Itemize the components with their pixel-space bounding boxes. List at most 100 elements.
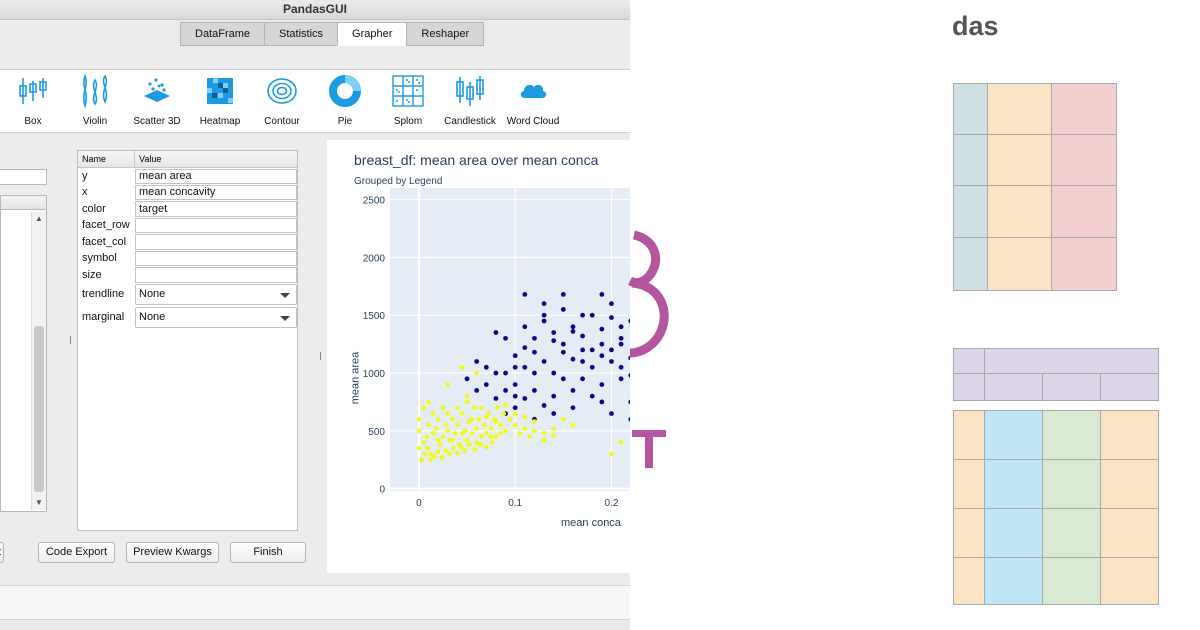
scatter-point-series-1[interactable] [503,428,508,434]
scroll-up-icon[interactable]: ▲ [35,214,43,223]
scatter-point-series-1[interactable] [493,419,499,425]
scatter-point-series-1[interactable] [443,448,449,453]
scatter-point-series-1[interactable] [464,393,470,399]
kwarg-value-field[interactable] [135,234,297,250]
scatter-point-series-1[interactable] [435,449,441,455]
scatter-point-series-0[interactable] [609,301,614,307]
scatter-point-series-1[interactable] [472,446,478,452]
scatter-point-series-0[interactable] [570,324,576,330]
scatter-point-series-0[interactable] [570,405,576,411]
scatter-point-series-1[interactable] [447,451,453,457]
scatter-point-series-1[interactable] [416,445,422,451]
scatter-chart[interactable]: 0 0.1 0.2 0 500 1000 1500 2000 2500 [327,140,630,573]
scatter-point-series-0[interactable] [628,417,630,422]
scatter-point-series-0[interactable] [589,393,595,399]
scatter-point-series-0[interactable] [609,359,614,364]
column-list-scrollbar[interactable]: ▲ ▼ [31,212,46,510]
tab-grapher[interactable]: Grapher [337,22,408,46]
scatter-point-series-0[interactable] [541,359,547,364]
scatter-point-series-1[interactable] [433,426,439,431]
scatter-point-series-1[interactable] [421,440,427,445]
kwarg-value-field[interactable] [135,267,297,283]
scatter-point-series-1[interactable] [498,430,504,436]
scatter-point-series-0[interactable] [580,312,585,318]
scatter-point-series-0[interactable] [541,301,547,307]
scatter-point-series-1[interactable] [419,457,425,463]
preview-kwargs-button[interactable]: Preview Kwargs [126,542,219,563]
scatter-point-series-1[interactable] [443,422,449,428]
plot-type-violin-button[interactable]: Violin [62,74,128,127]
scatter-point-series-1[interactable] [459,364,465,370]
scatter-point-series-0[interactable] [541,312,547,318]
scatter-point-series-0[interactable] [599,353,605,359]
scatter-point-series-0[interactable] [618,335,624,341]
scatter-point-series-1[interactable] [479,434,484,440]
scatter-point-series-0[interactable] [628,373,630,378]
scatter-point-series-0[interactable] [618,324,624,330]
scatter-point-series-0[interactable] [560,307,566,312]
scatter-point-series-1[interactable] [507,416,513,422]
scatter-point-series-0[interactable] [512,382,518,388]
scatter-point-series-0[interactable] [512,393,518,399]
scrollbar-thumb[interactable] [34,326,44,492]
scatter-point-series-0[interactable] [551,393,557,399]
scatter-point-series-1[interactable] [570,422,576,428]
plot-type-word-cloud-button[interactable]: Word Cloud [500,74,566,127]
scatter-point-series-1[interactable] [459,411,465,416]
kwarg-value-field[interactable] [135,251,297,266]
scatter-point-series-1[interactable] [426,422,431,428]
scatter-point-series-0[interactable] [503,387,508,393]
scatter-point-series-1[interactable] [476,416,481,422]
scatter-point-series-0[interactable] [541,403,547,408]
scatter-point-series-0[interactable] [589,312,595,318]
scatter-point-series-1[interactable] [609,451,614,457]
scatter-point-series-1[interactable] [466,442,472,448]
scatter-point-series-1[interactable] [416,428,422,434]
scatter-point-series-1[interactable] [481,422,487,428]
scatter-point-series-1[interactable] [532,419,537,425]
scatter-point-series-0[interactable] [609,347,614,353]
scatter-point-series-1[interactable] [478,442,483,448]
scatter-point-series-0[interactable] [532,335,537,341]
scatter-point-series-1[interactable] [462,448,468,453]
scatter-point-series-1[interactable] [459,430,465,436]
scatter-point-series-1[interactable] [455,450,460,456]
scatter-point-series-0[interactable] [580,347,585,353]
scatter-point-series-1[interactable] [488,434,494,440]
scatter-point-series-1[interactable] [445,411,451,416]
scatter-point-series-1[interactable] [474,440,480,445]
scatter-point-series-1[interactable] [488,426,494,431]
scatter-point-series-1[interactable] [421,405,427,411]
scatter-point-series-0[interactable] [560,291,566,297]
scatter-point-series-0[interactable] [628,318,630,324]
scatter-point-series-1[interactable] [527,434,533,440]
scatter-point-series-1[interactable] [495,405,501,411]
scatter-point-series-1[interactable] [541,430,547,436]
scatter-point-series-0[interactable] [474,359,480,364]
scatter-point-series-1[interactable] [455,422,460,428]
scatter-point-series-1[interactable] [498,422,504,428]
tab-reshaper[interactable]: Reshaper [406,22,485,46]
scroll-down-icon[interactable]: ▼ [35,498,43,507]
scatter-point-series-0[interactable] [493,396,499,401]
scatter-point-series-1[interactable] [472,405,478,411]
scatter-point-series-1[interactable] [541,437,547,443]
scatter-point-series-1[interactable] [464,399,470,405]
scatter-point-series-0[interactable] [589,364,595,370]
scatter-point-series-0[interactable] [493,370,499,376]
plot-type-candlestick-button[interactable]: Candlestick [437,74,503,127]
plot-type-heatmap-button[interactable]: Heatmap [187,74,253,127]
scatter-point-series-0[interactable] [599,382,605,388]
scatter-point-series-0[interactable] [503,370,508,376]
scatter-point-series-1[interactable] [453,430,458,436]
scatter-point-series-0[interactable] [551,330,557,335]
tab-statistics[interactable]: Statistics [264,22,339,46]
plot-type-pie-button[interactable]: Pie [312,74,378,127]
scatter-point-series-1[interactable] [469,416,475,422]
scatter-point-series-0[interactable] [493,330,499,335]
scatter-point-series-0[interactable] [599,291,605,297]
scatter-point-series-0[interactable] [599,399,605,405]
kwarg-value-field[interactable]: mean area [135,169,297,184]
scatter-point-series-0[interactable] [551,370,557,376]
scatter-point-series-0[interactable] [483,364,489,370]
